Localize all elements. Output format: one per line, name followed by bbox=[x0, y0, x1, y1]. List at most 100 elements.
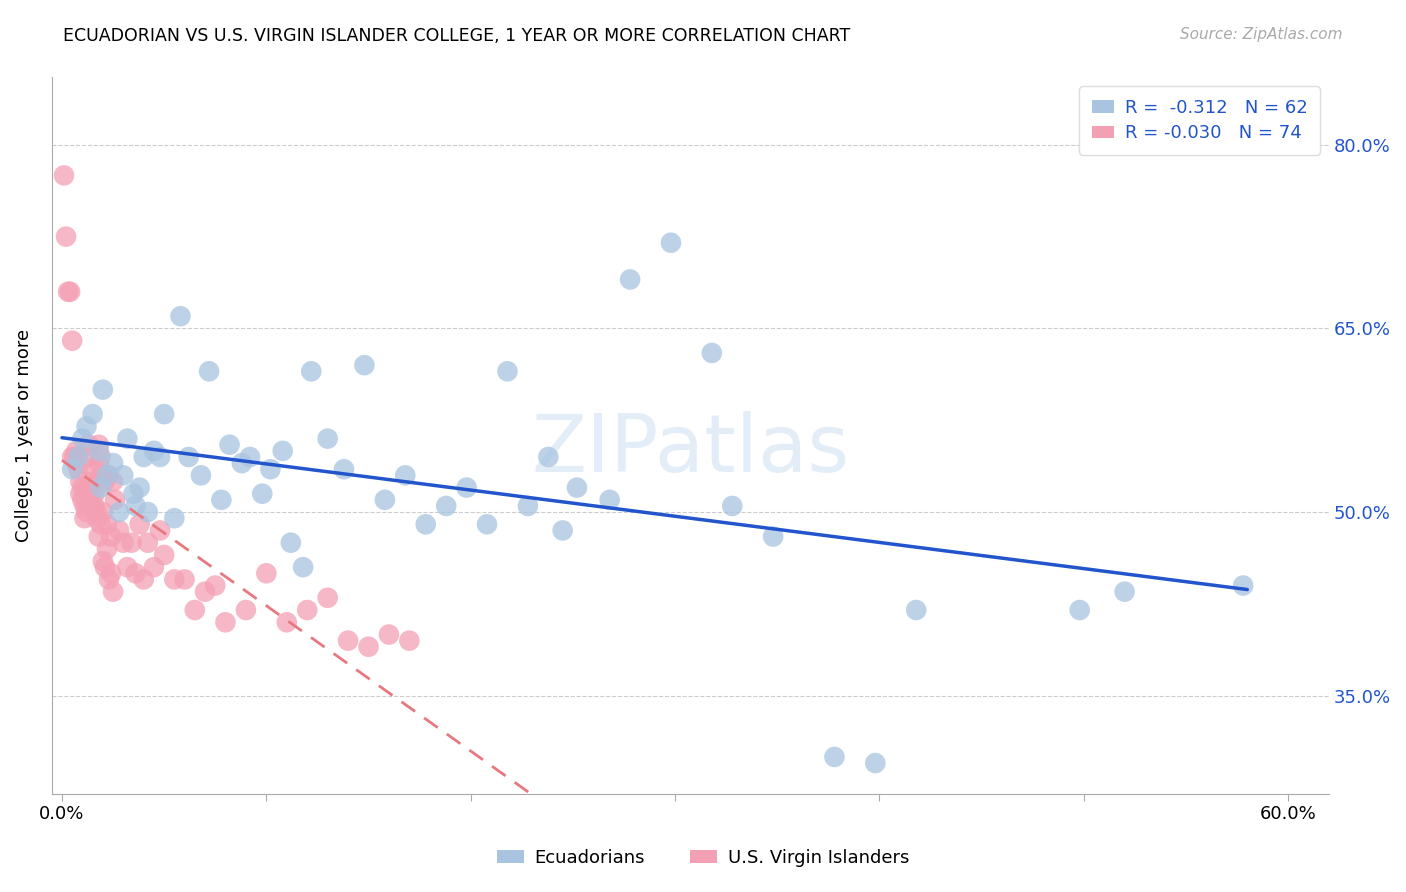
Point bbox=[77, 450, 100, 464]
Point bbox=[1114, 584, 1136, 599]
Point bbox=[1069, 603, 1091, 617]
Point bbox=[235, 603, 257, 617]
Point bbox=[82, 407, 104, 421]
Point bbox=[173, 573, 195, 587]
Point bbox=[295, 603, 318, 617]
Point bbox=[434, 499, 457, 513]
Point bbox=[112, 535, 135, 549]
Point bbox=[721, 499, 744, 513]
Point bbox=[619, 272, 641, 286]
Point bbox=[218, 438, 240, 452]
Point bbox=[292, 560, 315, 574]
Point bbox=[259, 462, 281, 476]
Point bbox=[209, 492, 232, 507]
Point bbox=[762, 530, 785, 544]
Point bbox=[823, 750, 845, 764]
Point bbox=[316, 591, 339, 605]
Point bbox=[98, 468, 121, 483]
Point bbox=[357, 640, 380, 654]
Point bbox=[153, 548, 176, 562]
Point bbox=[100, 530, 122, 544]
Point bbox=[149, 450, 172, 464]
Point bbox=[90, 481, 112, 495]
Point bbox=[475, 517, 498, 532]
Point bbox=[90, 450, 112, 464]
Point bbox=[537, 450, 560, 464]
Point bbox=[69, 486, 91, 500]
Point bbox=[83, 486, 105, 500]
Point bbox=[104, 492, 127, 507]
Point bbox=[153, 407, 176, 421]
Point bbox=[59, 285, 82, 299]
Point bbox=[82, 462, 104, 476]
Point bbox=[101, 475, 124, 489]
Point bbox=[101, 584, 124, 599]
Point bbox=[65, 456, 87, 470]
Legend: Ecuadorians, U.S. Virgin Islanders: Ecuadorians, U.S. Virgin Islanders bbox=[489, 842, 917, 874]
Point bbox=[86, 511, 108, 525]
Point bbox=[198, 364, 221, 378]
Point bbox=[565, 481, 588, 495]
Point bbox=[128, 517, 150, 532]
Point bbox=[378, 627, 401, 641]
Point bbox=[496, 364, 519, 378]
Point bbox=[254, 566, 277, 581]
Point bbox=[190, 468, 212, 483]
Point bbox=[865, 756, 887, 770]
Point bbox=[149, 524, 172, 538]
Point bbox=[108, 505, 131, 519]
Point bbox=[163, 511, 186, 525]
Point bbox=[132, 450, 155, 464]
Point bbox=[96, 541, 118, 556]
Point bbox=[177, 450, 200, 464]
Point bbox=[551, 524, 574, 538]
Point bbox=[87, 530, 110, 544]
Point bbox=[239, 450, 262, 464]
Point bbox=[117, 560, 139, 574]
Point bbox=[204, 578, 226, 592]
Point bbox=[905, 603, 928, 617]
Point bbox=[124, 566, 146, 581]
Point bbox=[132, 573, 155, 587]
Point bbox=[53, 169, 76, 183]
Point bbox=[1232, 578, 1254, 592]
Point bbox=[112, 468, 135, 483]
Point bbox=[83, 499, 105, 513]
Point bbox=[82, 475, 104, 489]
Point bbox=[142, 560, 165, 574]
Point bbox=[124, 499, 146, 513]
Point bbox=[87, 438, 110, 452]
Point bbox=[456, 481, 478, 495]
Point bbox=[398, 633, 420, 648]
Point bbox=[60, 334, 83, 348]
Point bbox=[101, 456, 124, 470]
Point bbox=[108, 524, 131, 538]
Point bbox=[79, 492, 101, 507]
Point bbox=[72, 492, 94, 507]
Point bbox=[67, 462, 90, 476]
Point bbox=[316, 432, 339, 446]
Point bbox=[120, 535, 142, 549]
Point bbox=[337, 633, 360, 648]
Point bbox=[67, 450, 90, 464]
Point bbox=[73, 499, 96, 513]
Point bbox=[353, 358, 375, 372]
Point bbox=[67, 450, 90, 464]
Point bbox=[94, 560, 117, 574]
Point bbox=[184, 603, 207, 617]
Point bbox=[90, 468, 112, 483]
Point bbox=[91, 554, 114, 568]
Point bbox=[94, 475, 117, 489]
Point bbox=[73, 511, 96, 525]
Y-axis label: College, 1 year or more: College, 1 year or more bbox=[15, 329, 32, 542]
Point bbox=[56, 285, 79, 299]
Point bbox=[700, 346, 723, 360]
Point bbox=[599, 492, 621, 507]
Point bbox=[91, 505, 114, 519]
Point bbox=[516, 499, 538, 513]
Point bbox=[63, 450, 86, 464]
Point bbox=[87, 456, 110, 470]
Point bbox=[194, 584, 217, 599]
Point bbox=[55, 229, 77, 244]
Point bbox=[100, 566, 122, 581]
